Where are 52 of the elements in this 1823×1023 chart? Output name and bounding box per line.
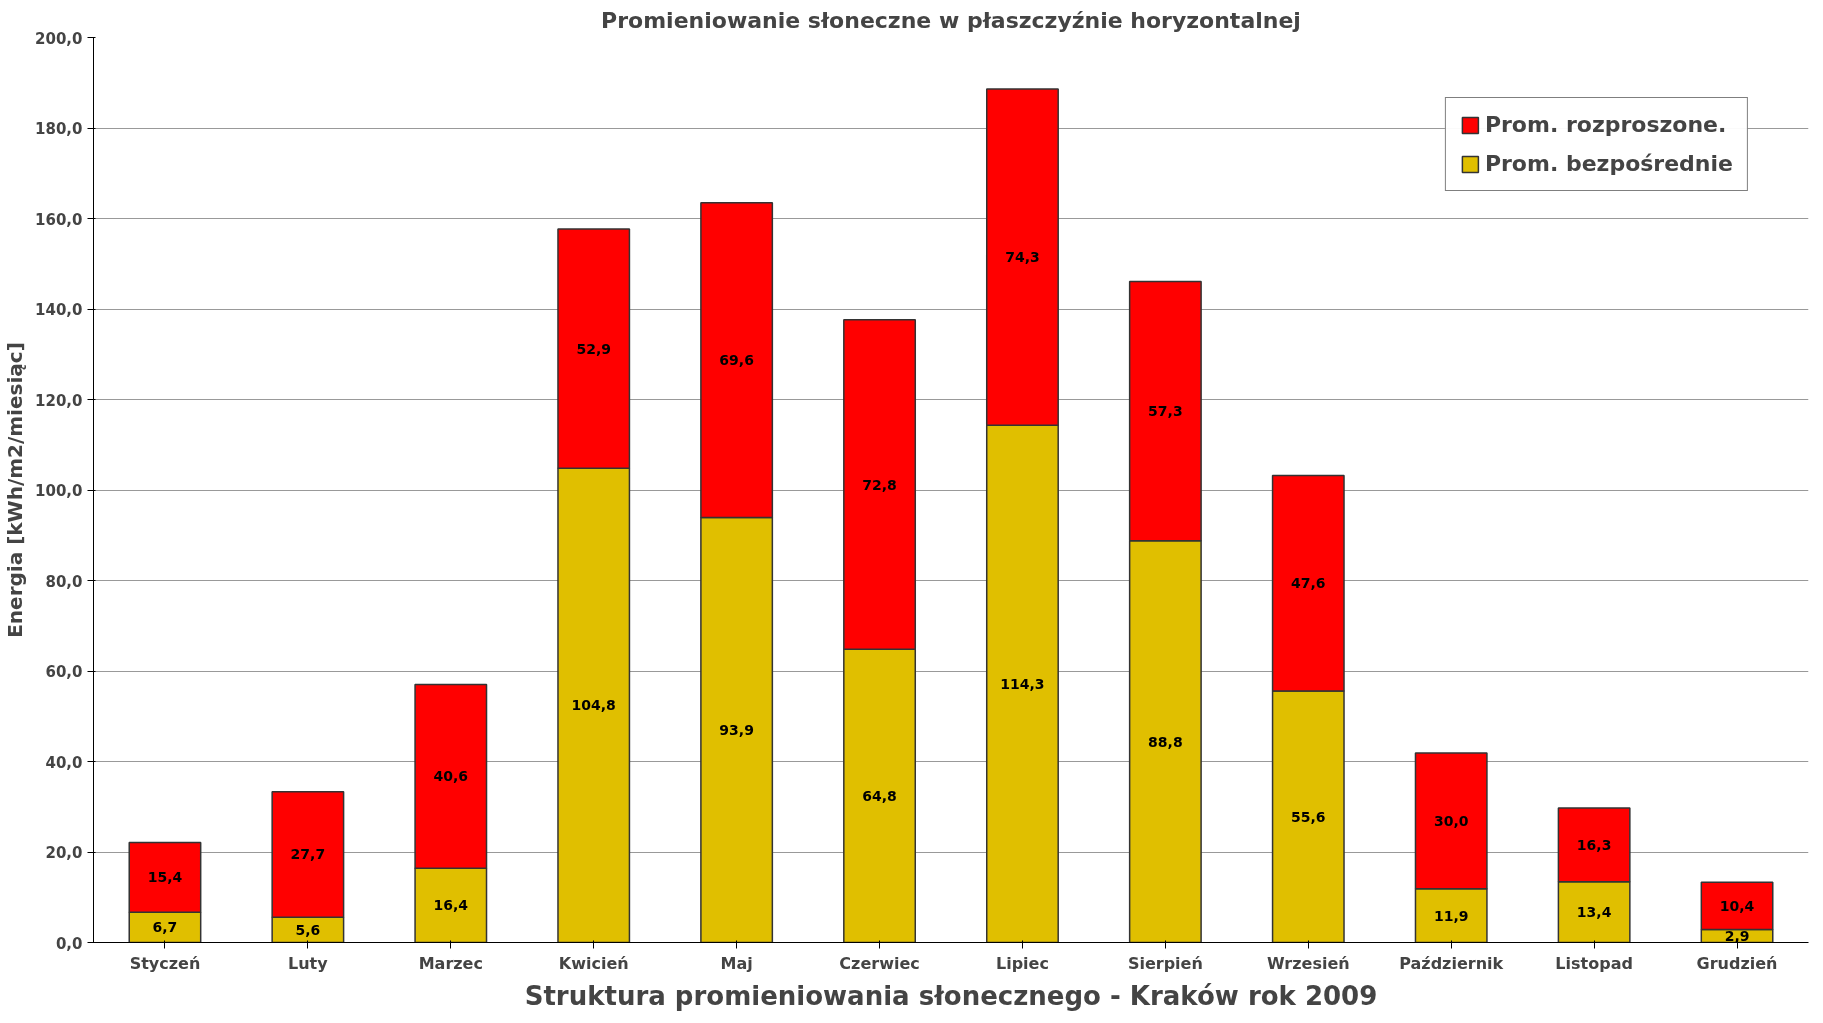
data-label: 57,3 bbox=[1148, 403, 1183, 420]
data-label: 114,3 bbox=[1000, 675, 1045, 692]
data-label: 16,3 bbox=[1576, 836, 1612, 853]
data-label: 104,8 bbox=[571, 697, 616, 714]
y-axis-title: Energia [kWh/m2/miesiąc] bbox=[3, 342, 28, 638]
x-tick-label: Październik bbox=[1399, 953, 1504, 973]
data-label: 15,4 bbox=[147, 869, 183, 886]
x-tick-label: Listopad bbox=[1555, 953, 1633, 973]
y-tick-label: 80,0 bbox=[45, 572, 83, 591]
x-tick-label: Marzec bbox=[418, 953, 483, 973]
y-tick-label: 140,0 bbox=[35, 301, 83, 319]
data-label: 74,3 bbox=[1005, 249, 1040, 266]
data-label: 30,0 bbox=[1433, 812, 1469, 829]
x-tick-label: Sierpień bbox=[1127, 953, 1203, 973]
legend-label: Prom. rozproszone. bbox=[1484, 112, 1727, 137]
y-tick-label: 180,0 bbox=[35, 120, 83, 138]
y-tick-label: 0,0 bbox=[55, 934, 83, 953]
data-label: 6,7 bbox=[152, 919, 178, 936]
data-label: 47,6 bbox=[1291, 575, 1326, 592]
data-label: 27,7 bbox=[290, 846, 326, 863]
y-tick-label: 20,0 bbox=[45, 844, 83, 862]
data-label: 88,8 bbox=[1148, 733, 1183, 750]
x-tick-label: Kwicień bbox=[558, 953, 629, 973]
data-label: 72,8 bbox=[862, 476, 897, 493]
y-tick-label: 100,0 bbox=[35, 482, 83, 500]
data-label: 11,9 bbox=[1433, 907, 1469, 924]
y-tick-label: 40,0 bbox=[45, 753, 83, 772]
x-tick-label: Maj bbox=[720, 953, 753, 973]
data-label: 16,4 bbox=[433, 897, 469, 914]
data-label: 69,6 bbox=[719, 352, 754, 369]
data-label: 5,6 bbox=[295, 921, 321, 938]
data-label: 64,8 bbox=[862, 787, 897, 804]
x-axis-title: Struktura promieniowania słonecznego - Kraków rok 2009 bbox=[524, 980, 1378, 1011]
x-tick-label: Czerwiec bbox=[839, 953, 920, 973]
y-tick-label: 60,0 bbox=[45, 663, 83, 681]
data-label: 13,4 bbox=[1576, 904, 1612, 921]
legend-label: Prom. bezpośrednie bbox=[1484, 151, 1733, 176]
x-tick-label: Styczeń bbox=[129, 953, 201, 973]
y-tick-label: 160,0 bbox=[35, 210, 83, 229]
chart-title: Promieniowanie słoneczne w płaszczyźnie horyzontalnej bbox=[601, 7, 1301, 33]
y-tick-label: 120,0 bbox=[35, 391, 83, 410]
x-tick-label: Luty bbox=[288, 953, 329, 973]
data-label: 2,9 bbox=[1724, 927, 1750, 944]
x-tick-label: Lipiec bbox=[995, 953, 1049, 973]
x-tick-label: Wrzesień bbox=[1266, 953, 1350, 973]
data-label: 40,6 bbox=[433, 768, 469, 785]
y-tick-label: 200,0 bbox=[35, 29, 83, 48]
data-label: 55,6 bbox=[1291, 808, 1326, 825]
data-label: 52,9 bbox=[576, 340, 611, 357]
data-label: 10,4 bbox=[1719, 897, 1755, 914]
data-label: 93,9 bbox=[719, 722, 754, 739]
x-tick-label: Grudzień bbox=[1696, 953, 1778, 973]
